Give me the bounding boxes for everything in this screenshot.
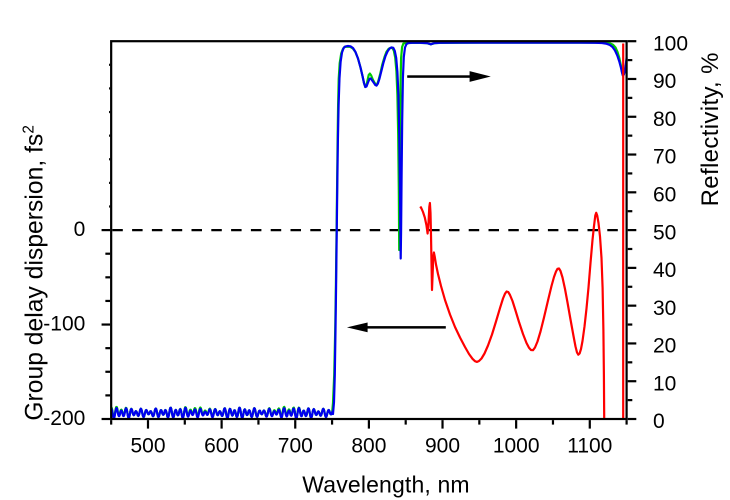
svg-text:-200: -200 — [43, 407, 85, 430]
svg-text:800: 800 — [351, 435, 386, 458]
svg-text:0: 0 — [74, 218, 86, 241]
svg-text:700: 700 — [278, 435, 313, 458]
svg-text:10: 10 — [653, 372, 676, 395]
svg-text:Group delay dispersion, fs2: Group delay dispersion, fs2 — [21, 125, 49, 421]
svg-text:40: 40 — [653, 259, 676, 282]
svg-text:80: 80 — [653, 108, 676, 131]
svg-text:50: 50 — [653, 221, 676, 244]
svg-text:20: 20 — [653, 335, 676, 358]
svg-text:1000: 1000 — [493, 435, 540, 458]
svg-text:Wavelength, nm: Wavelength, nm — [302, 471, 469, 497]
svg-text:70: 70 — [653, 146, 676, 169]
svg-text:600: 600 — [204, 435, 239, 458]
svg-text:900: 900 — [425, 435, 460, 458]
svg-text:-100: -100 — [43, 313, 85, 336]
svg-text:1100: 1100 — [567, 435, 612, 458]
svg-text:30: 30 — [653, 297, 676, 320]
svg-text:0: 0 — [653, 410, 665, 433]
svg-text:100: 100 — [653, 32, 688, 55]
svg-text:60: 60 — [653, 184, 676, 207]
svg-text:500: 500 — [130, 435, 165, 458]
svg-text:Reflectivity, %: Reflectivity, % — [697, 52, 724, 206]
svg-text:90: 90 — [653, 70, 676, 93]
